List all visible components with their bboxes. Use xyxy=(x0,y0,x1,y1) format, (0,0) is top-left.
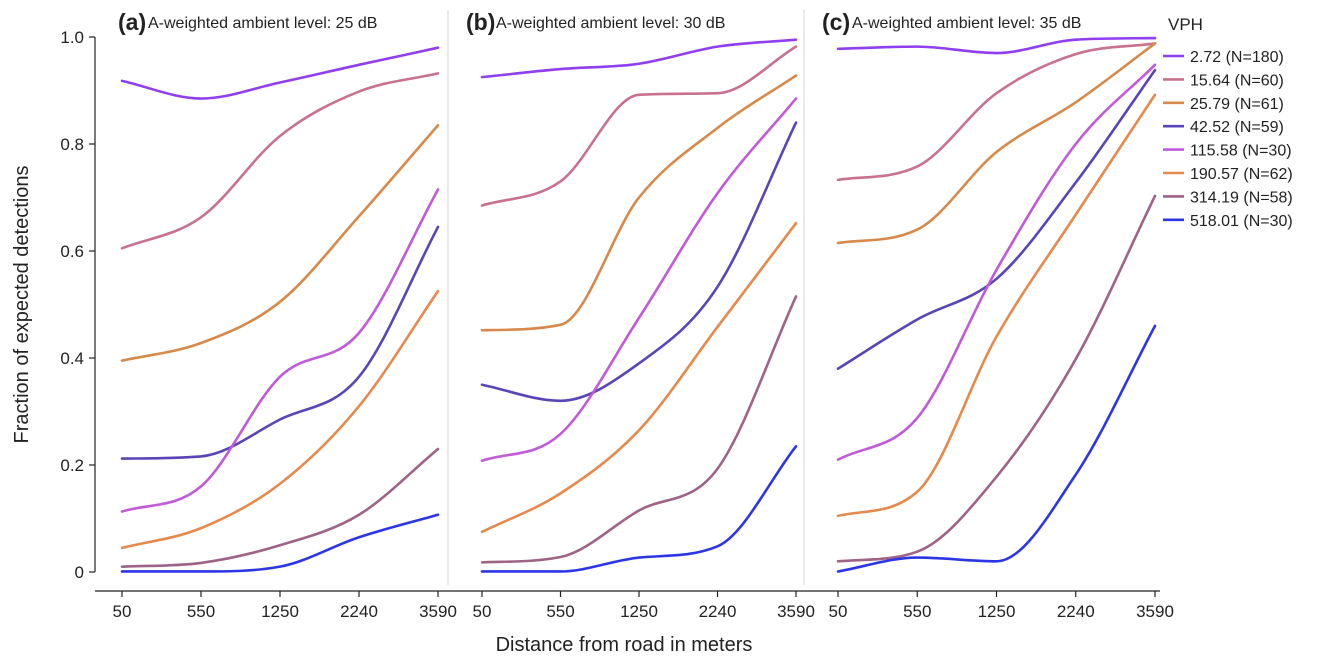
series-line xyxy=(480,45,798,207)
series-line xyxy=(120,225,440,460)
legend-label: 518.01 (N=30) xyxy=(1190,213,1293,230)
x-tick-label: 1250 xyxy=(978,602,1016,621)
legend-label: 25.79 (N=61) xyxy=(1190,96,1284,113)
series-line xyxy=(836,36,1157,55)
x-tick-label: 2240 xyxy=(699,602,737,621)
series-line xyxy=(480,121,798,403)
panel-subtitle: A-weighted ambient level: 30 dB xyxy=(496,15,725,32)
x-tick-label: 550 xyxy=(187,602,215,621)
y-tick-label: 0 xyxy=(75,563,84,582)
x-tick-label: 2240 xyxy=(1057,602,1095,621)
x-tick-label: 3590 xyxy=(777,602,815,621)
series-line xyxy=(836,93,1157,518)
x-tick-label: 1250 xyxy=(261,602,299,621)
series-line xyxy=(480,74,798,332)
series-line xyxy=(120,188,440,513)
x-tick-label: 3590 xyxy=(1136,602,1174,621)
series-line xyxy=(120,447,440,568)
legend-label: 115.58 (N=30) xyxy=(1190,143,1292,160)
x-tick-label: 1250 xyxy=(620,602,658,621)
x-tick-label: 550 xyxy=(546,602,574,621)
x-tick-label: 2240 xyxy=(340,602,378,621)
y-tick-label: 0.4 xyxy=(60,349,84,368)
series-line xyxy=(836,42,1157,245)
legend-label: 190.57 (N=62) xyxy=(1190,166,1293,183)
legend-label: 314.19 (N=58) xyxy=(1190,189,1293,206)
panel-subtitle: A-weighted ambient level: 25 dB xyxy=(148,15,377,32)
series-line xyxy=(480,97,798,463)
series-line xyxy=(836,324,1157,573)
series-line xyxy=(120,513,440,573)
series-line xyxy=(480,38,798,79)
series-line xyxy=(480,221,798,534)
series-line xyxy=(120,46,440,100)
legend-label: 15.64 (N=60) xyxy=(1190,72,1284,89)
x-tick-label: 550 xyxy=(903,602,931,621)
legend-label: 2.72 (N=180) xyxy=(1190,49,1284,66)
panel-letter: (c) xyxy=(822,9,850,35)
y-tick-label: 0.8 xyxy=(60,135,84,154)
series-line xyxy=(120,123,440,362)
y-axis-title: Fraction of expected detections xyxy=(11,166,33,444)
series-line xyxy=(120,289,440,550)
series-line xyxy=(480,444,798,573)
legend-title: VPH xyxy=(1168,15,1203,34)
series-line xyxy=(120,72,440,250)
x-axis-title: Distance from road in meters xyxy=(496,634,753,656)
panel-letter: (a) xyxy=(118,9,146,35)
legend-label: 42.52 (N=59) xyxy=(1190,119,1284,136)
x-tick-label: 50 xyxy=(473,602,492,621)
y-tick-label: 0.2 xyxy=(60,456,84,475)
x-tick-label: 50 xyxy=(113,602,132,621)
series-line xyxy=(836,42,1157,182)
y-tick-label: 0.6 xyxy=(60,242,84,261)
panel-letter: (b) xyxy=(466,9,495,35)
series-line xyxy=(836,68,1157,370)
series-line xyxy=(836,63,1157,461)
x-tick-label: 50 xyxy=(829,602,848,621)
series-line xyxy=(836,194,1157,563)
y-tick-label: 1.0 xyxy=(60,28,84,47)
x-tick-label: 3590 xyxy=(419,602,457,621)
panel-subtitle: A-weighted ambient level: 35 dB xyxy=(852,15,1081,32)
series-line xyxy=(480,295,798,564)
